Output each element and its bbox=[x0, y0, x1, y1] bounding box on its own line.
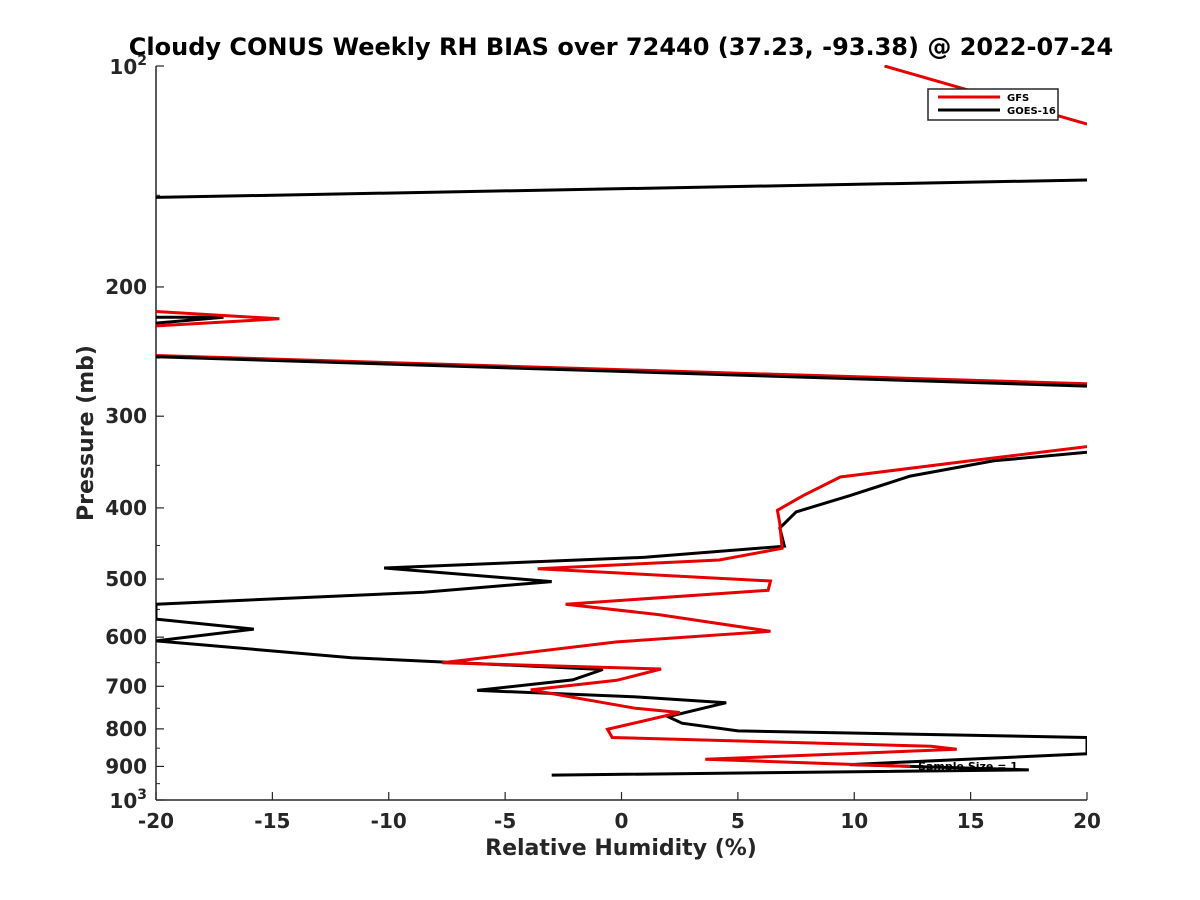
x-tick-label: 20 bbox=[1073, 809, 1101, 833]
series-segment-goes-16 bbox=[156, 178, 1087, 199]
sample-size-annotation: Sample Size = 1 bbox=[918, 760, 1018, 773]
legend-label: GFS bbox=[1007, 93, 1029, 104]
x-tick-label: 15 bbox=[957, 809, 985, 833]
legend-box bbox=[927, 88, 1059, 121]
y-tick-label: 900 bbox=[105, 754, 147, 778]
series-segment-goes-16 bbox=[156, 355, 1087, 388]
series-line-gfs bbox=[442, 445, 1087, 768]
y-tick-label: 300 bbox=[105, 404, 147, 428]
y-tick-label: 700 bbox=[105, 674, 147, 698]
legend: GFS GOES-16 bbox=[927, 88, 1059, 121]
x-tick-label: 10 bbox=[840, 809, 868, 833]
x-axis-label: Relative Humidity (%) bbox=[485, 836, 757, 861]
y-tick-label: 800 bbox=[105, 717, 147, 741]
series-segment-gfs bbox=[156, 310, 280, 328]
plot-area bbox=[156, 65, 1087, 777]
y-tick-label: 500 bbox=[105, 567, 147, 591]
x-tick-label: -15 bbox=[254, 809, 290, 833]
y-decade-label: 103 bbox=[109, 787, 147, 813]
x-tick-label: -10 bbox=[371, 809, 407, 833]
series-segment-goes-16 bbox=[156, 315, 224, 325]
chart-title: Cloudy CONUS Weekly RH BIAS over 72440 (… bbox=[129, 33, 1113, 61]
y-tick-label: 200 bbox=[105, 275, 147, 299]
x-tick-label: -5 bbox=[494, 809, 516, 833]
y-decade-label: 102 bbox=[109, 53, 147, 79]
x-tick-label: 5 bbox=[731, 809, 745, 833]
series-line-goes-16 bbox=[156, 450, 1087, 777]
x-tick-label: 0 bbox=[615, 809, 629, 833]
y-tick-label: 400 bbox=[105, 496, 147, 520]
x-tick-label: -20 bbox=[138, 809, 174, 833]
axes: -20 -15 -10 -5 0 5 10 15 20 200 300 400 500 600 700 800… bbox=[105, 53, 1101, 833]
y-tick-label: 600 bbox=[105, 625, 147, 649]
legend-label: GOES-16 bbox=[1007, 106, 1056, 117]
y-axis-label: Pressure (mb) bbox=[74, 345, 99, 521]
